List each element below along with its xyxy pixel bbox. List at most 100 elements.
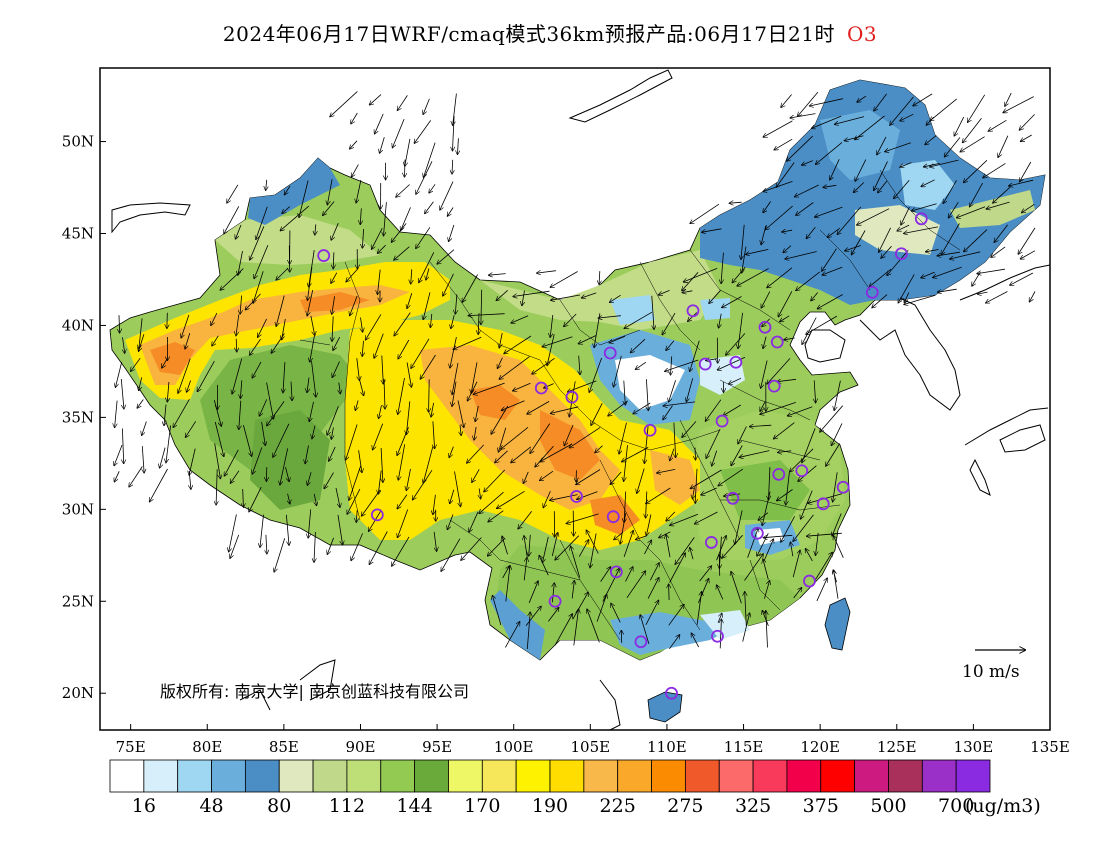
wind-arrow	[790, 113, 816, 118]
wind-arrow	[646, 514, 652, 536]
wind-arrow	[766, 205, 793, 229]
station-marker	[865, 285, 879, 299]
wind-arrow	[963, 118, 982, 142]
wind-arrow	[816, 532, 819, 555]
wind-arrow	[331, 272, 338, 283]
wind-arrow	[737, 268, 769, 286]
wind-arrow	[114, 444, 123, 466]
wind-arrow	[702, 228, 722, 232]
wind-arrow	[469, 511, 479, 532]
wind-arrow	[608, 400, 628, 416]
wind-arrow	[898, 274, 915, 302]
station-marker	[643, 423, 657, 437]
wind-arrow	[731, 445, 743, 465]
wind-arrow	[816, 142, 843, 164]
colorbar-swatch	[211, 759, 246, 793]
wind-arrow	[885, 142, 911, 152]
wind-arrow	[820, 405, 844, 432]
wind-arrow	[511, 315, 529, 323]
wind-arrow	[913, 93, 933, 106]
wind-arrow	[742, 613, 750, 642]
wind-arrow	[669, 553, 686, 583]
wind-arrow	[373, 423, 384, 450]
wind-arrow	[890, 96, 914, 125]
wind-arrow	[780, 315, 790, 322]
wind-arrow	[413, 469, 433, 499]
wind-arrow	[349, 465, 362, 500]
wind-arrow	[332, 361, 340, 378]
wind-arrow	[814, 553, 833, 582]
wind-arrow	[258, 318, 267, 337]
wind-arrow	[1020, 114, 1035, 129]
wind-arrow	[921, 179, 935, 187]
colorbar-label: 112	[329, 795, 365, 817]
wind-arrow	[405, 138, 411, 166]
wind-arrow	[722, 534, 743, 558]
wind-arrow	[236, 314, 240, 336]
wind-arrow	[369, 510, 382, 531]
wind-arrow	[807, 532, 842, 536]
wind-arrow	[791, 542, 793, 557]
wind-arrow	[793, 514, 814, 541]
wind-arrow	[378, 470, 382, 494]
lat-tick-label: 35N	[62, 408, 94, 426]
wind-arrow	[792, 550, 800, 578]
colorbar-label: 190	[532, 795, 568, 817]
wind-arrow	[243, 424, 251, 456]
wind-arrow	[690, 548, 694, 560]
wind-arrow	[950, 251, 981, 259]
wind-arrow	[637, 468, 645, 494]
wind-arrow	[123, 337, 125, 353]
colorbar-unit: (ug/m3)	[965, 795, 1041, 817]
wind-arrow	[897, 224, 910, 231]
wind-arrow	[573, 609, 579, 646]
colorbar-swatch	[752, 759, 788, 793]
colorbar-label: 80	[267, 795, 291, 817]
wind-arrow	[276, 267, 289, 280]
wind-arrow	[837, 206, 862, 234]
station-marker	[770, 335, 784, 349]
wind-arrow	[396, 184, 410, 198]
station-marker	[686, 304, 700, 318]
wind-arrow	[682, 291, 693, 293]
wind-arrow	[548, 608, 558, 622]
wind-arrow	[674, 422, 676, 458]
wind-arrow	[872, 294, 888, 308]
wind-arrow	[760, 401, 766, 411]
colorbar-swatch	[786, 759, 822, 793]
wind-arrow	[712, 450, 718, 466]
wind-arrow	[162, 358, 168, 367]
wind-arrow	[788, 406, 813, 416]
wind-arrow	[308, 267, 313, 300]
wind-arrow	[551, 294, 580, 300]
wind-arrow	[912, 203, 937, 211]
wind-arrow	[453, 115, 455, 151]
wind-arrow	[212, 335, 219, 346]
wind-arrow	[543, 536, 549, 562]
station-marker	[836, 480, 850, 494]
wind-arrow	[540, 443, 573, 462]
wind-arrow	[245, 293, 261, 310]
wind-arrow	[405, 159, 406, 177]
wind-arrow	[384, 202, 387, 236]
wind-arrow	[411, 338, 430, 368]
station-marker	[698, 357, 712, 371]
wind-arrow	[455, 294, 457, 314]
wind-arrow	[778, 451, 792, 453]
wind-arrow	[640, 615, 650, 645]
wind-arrow	[554, 614, 572, 646]
lon-tick-label: 115E	[724, 738, 764, 756]
wind-arrow	[744, 554, 764, 581]
wind-arrow	[717, 585, 724, 600]
wind-arrow	[356, 179, 362, 203]
wind-arrow	[238, 251, 243, 275]
wind-arrow	[767, 358, 791, 383]
colorbar-swatch	[109, 759, 145, 793]
wind-arrow	[362, 340, 363, 356]
wind-arrow	[329, 446, 336, 461]
wind-arrow	[474, 382, 505, 394]
wind-arrow	[394, 312, 411, 336]
wind-arrow	[670, 513, 699, 525]
wind-arrow	[814, 380, 815, 402]
wind-arrow	[197, 360, 215, 391]
